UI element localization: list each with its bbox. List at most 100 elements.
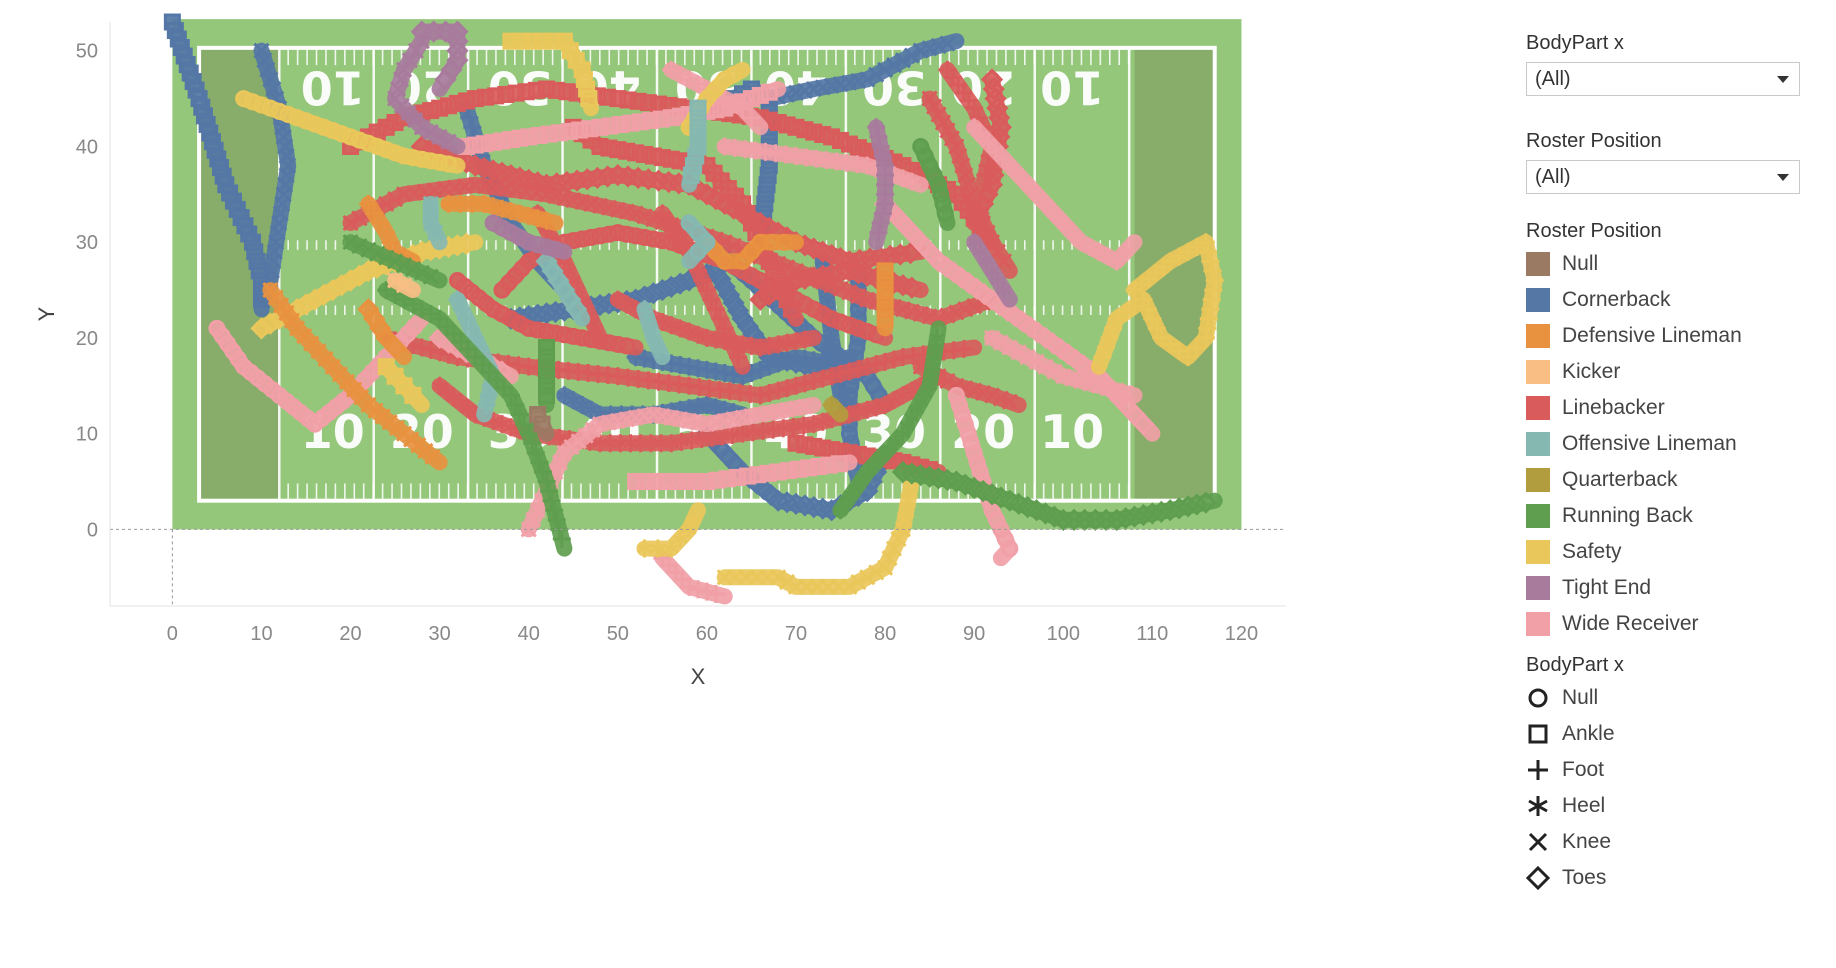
trajectory-point (731, 307, 754, 330)
trajectory-point (511, 129, 529, 147)
color-legend-item[interactable]: Offensive Lineman (1526, 426, 1826, 462)
trajectory-point (642, 282, 665, 305)
color-legend-item[interactable]: Wide Receiver (1526, 606, 1826, 642)
trajectory-point (184, 73, 202, 91)
trajectory-point (751, 233, 769, 251)
trajectory-point (611, 116, 629, 134)
trajectory-point (840, 135, 858, 153)
color-legend-item[interactable]: Null (1526, 246, 1826, 282)
trajectory-point (901, 483, 919, 500)
color-legend-item[interactable]: Defensive Lineman (1526, 318, 1826, 354)
x-tick-label: 50 (607, 623, 629, 645)
trajectory-point (840, 316, 858, 334)
chevron-down-icon (1777, 76, 1789, 83)
bodypart-select[interactable]: (All) (1526, 62, 1800, 96)
trajectory-point (859, 462, 875, 481)
trajectory-point (760, 383, 779, 402)
trajectory-point (511, 228, 529, 246)
trajectory-running-back (538, 339, 556, 413)
legend-label: Safety (1562, 540, 1622, 563)
shape-legend-item[interactable]: Heel (1526, 788, 1826, 824)
shape-legend-item[interactable]: Foot (1526, 752, 1826, 788)
shape-legend-item[interactable]: Null (1526, 680, 1826, 716)
trajectory-point (689, 261, 707, 280)
trajectory-point (760, 83, 778, 101)
trajectory-point (475, 135, 493, 153)
trajectory-point (716, 70, 734, 88)
color-legend-item[interactable]: Running Back (1526, 498, 1826, 534)
legend-swatch (1526, 432, 1550, 456)
trajectory-point (244, 233, 262, 251)
trajectory-point (190, 90, 208, 108)
color-legend-item[interactable]: Tight End (1526, 570, 1826, 606)
legend-label: Defensive Lineman (1562, 324, 1742, 347)
trajectory-point (685, 510, 702, 529)
shape-legend-item[interactable]: Toes (1525, 860, 1826, 896)
trajectory-point (564, 232, 582, 250)
color-legend: Roster Position Null Cornerback Defensive … (1526, 216, 1826, 642)
trajectory-point (829, 261, 852, 284)
trajectory-point (813, 369, 832, 388)
trajectory-point (995, 148, 1011, 167)
trajectory-point (770, 569, 787, 586)
trajectory-point (1046, 363, 1063, 380)
trajectory-point (461, 319, 480, 338)
legend-swatch (1526, 396, 1550, 420)
trajectory-point (540, 482, 559, 501)
trajectory-point (466, 136, 484, 154)
trajectory-point (333, 125, 351, 143)
trajectory-point (885, 540, 903, 557)
trajectory-point (265, 80, 282, 98)
trajectory-point (995, 253, 1012, 270)
trajectory-point (934, 195, 952, 213)
trajectory-point (502, 310, 520, 328)
shape-legend-item[interactable]: Ankle (1526, 716, 1826, 752)
trajectory-point (1117, 384, 1134, 402)
trajectory-point (876, 291, 894, 309)
trajectory-point (849, 319, 867, 337)
trajectory-point (545, 32, 563, 50)
trajectory-point (759, 166, 777, 184)
y-tick-label: 50 (76, 41, 98, 63)
trajectory-point (525, 511, 542, 528)
trajectory-point (765, 262, 783, 280)
shape-legend-item[interactable]: Knee (1526, 824, 1826, 860)
trajectory-point (466, 328, 485, 347)
trajectory-point (725, 66, 743, 84)
trajectory-point (412, 338, 431, 357)
trajectory-point (1194, 491, 1217, 514)
trajectory-point (582, 228, 600, 246)
trajectory-point (758, 283, 781, 306)
color-legend-item[interactable]: Quarterback (1526, 462, 1826, 498)
trajectory-point (850, 574, 867, 591)
trajectory-point (966, 297, 983, 315)
trajectory-point (959, 425, 977, 443)
color-legend-item[interactable]: Linebacker (1526, 390, 1826, 426)
trajectory-point (848, 339, 866, 357)
x-tick-label: 80 (874, 623, 896, 645)
trajectory-point (446, 49, 469, 72)
yard-number: 10 (301, 60, 365, 114)
trajectory-point (609, 335, 627, 353)
color-legend-item[interactable]: Cornerback (1526, 282, 1826, 318)
trajectory-point (873, 147, 892, 166)
color-legend-item[interactable]: Kicker (1526, 354, 1826, 390)
trajectory-path (502, 33, 600, 117)
color-legend-item[interactable]: Safety (1526, 534, 1826, 570)
trajectory-point (378, 195, 395, 212)
trajectory-point (529, 236, 547, 254)
trajectory-defensive-lineman (876, 262, 894, 337)
roster-position-select[interactable]: (All) (1526, 160, 1800, 194)
legend-swatch (1526, 576, 1550, 600)
legend-swatch (1526, 612, 1550, 636)
trajectory-point (636, 300, 653, 319)
trajectory-point (957, 301, 974, 318)
legend-label: Kicker (1562, 360, 1621, 383)
trajectory-point (321, 278, 344, 302)
legend-label: Cornerback (1562, 288, 1671, 311)
trajectory-linebacker (431, 368, 947, 453)
trajectory-point (968, 453, 986, 471)
trajectory-point (460, 108, 479, 127)
trajectory-point (619, 91, 637, 109)
trajectory-running-back (342, 234, 448, 289)
